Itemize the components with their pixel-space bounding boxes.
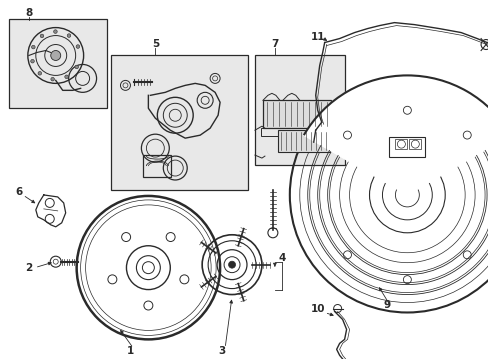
- Text: 5: 5: [151, 39, 159, 49]
- Text: 9: 9: [383, 300, 390, 310]
- Bar: [388, 137, 425, 157]
- Text: 7: 7: [271, 39, 278, 49]
- Circle shape: [76, 45, 80, 48]
- Bar: [143, 155, 171, 177]
- Circle shape: [51, 77, 54, 81]
- Bar: [277, 130, 329, 152]
- Circle shape: [67, 34, 71, 37]
- Circle shape: [40, 34, 44, 38]
- Bar: [263, 100, 330, 128]
- Bar: [254, 55, 344, 165]
- Circle shape: [54, 30, 57, 33]
- Circle shape: [31, 59, 34, 63]
- Bar: [408, 139, 421, 149]
- Text: 2: 2: [25, 263, 32, 273]
- Bar: [9, 19, 106, 108]
- Circle shape: [51, 50, 61, 60]
- Bar: [110, 55, 247, 190]
- Text: 3: 3: [218, 346, 225, 356]
- Circle shape: [228, 261, 235, 268]
- Circle shape: [64, 75, 68, 78]
- Circle shape: [75, 65, 79, 69]
- Text: 10: 10: [310, 305, 325, 315]
- Text: 11: 11: [310, 32, 325, 41]
- Circle shape: [32, 45, 35, 49]
- Text: 8: 8: [25, 8, 32, 18]
- Bar: [395, 139, 407, 149]
- Text: 1: 1: [126, 346, 134, 356]
- Wedge shape: [303, 75, 488, 195]
- Text: 6: 6: [15, 187, 22, 197]
- Circle shape: [38, 72, 41, 75]
- Text: 4: 4: [278, 253, 285, 263]
